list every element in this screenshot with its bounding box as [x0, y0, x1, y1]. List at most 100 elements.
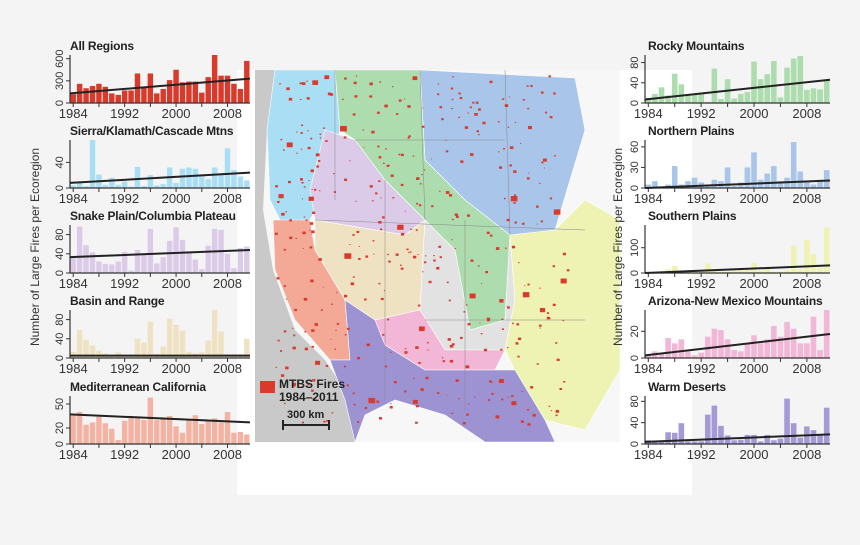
fire-perimeter: [341, 98, 344, 101]
fire-perimeter: [387, 164, 390, 167]
y-tick-label: 40: [629, 77, 641, 89]
bar: [784, 322, 790, 358]
bar: [704, 186, 711, 188]
bar: [751, 61, 757, 103]
fire-perimeter: [305, 219, 308, 221]
fire-perimeter: [392, 197, 395, 199]
fire-perimeter: [549, 116, 553, 119]
fire-perimeter: [509, 146, 514, 150]
bar: [224, 253, 231, 273]
bar: [231, 268, 237, 273]
fire-perimeter: [504, 104, 509, 107]
fire-perimeter: [396, 113, 399, 115]
fire-perimeter: [536, 223, 538, 225]
bar: [757, 270, 764, 273]
fire-perimeter: [424, 255, 427, 257]
fire-perimeter: [423, 261, 427, 264]
fire-perimeter: [449, 359, 454, 363]
bar: [211, 310, 218, 358]
fire-perimeter: [499, 299, 504, 303]
bar: [173, 227, 179, 273]
fire-perimeter: [285, 366, 289, 370]
bar: [784, 270, 790, 273]
bar: [166, 80, 173, 103]
panel-title: Northern Plains: [648, 124, 735, 138]
panel-title: Southern Plains: [648, 209, 737, 223]
fire-perimeter: [514, 194, 517, 196]
fire-perimeter: [383, 290, 386, 292]
fire-perimeter: [310, 137, 313, 140]
fire-perimeter: [427, 349, 429, 351]
fire-perimeter: [376, 111, 380, 114]
fire-perimeter: [527, 107, 530, 110]
bar: [121, 420, 128, 444]
fire-perimeter: [282, 149, 285, 151]
bar: [671, 166, 678, 188]
fire-perimeter: [478, 108, 481, 111]
bar: [186, 420, 192, 444]
trend-line: [69, 413, 251, 424]
fire-perimeter: [446, 394, 448, 396]
bar: [147, 228, 154, 273]
fire-perimeter: [458, 398, 460, 400]
fire-perimeter: [352, 234, 355, 236]
fire-perimeter: [398, 99, 402, 102]
panel-title: Mediterranean California: [70, 380, 206, 394]
fire-perimeter: [319, 137, 322, 139]
y-tick-label: 100: [629, 239, 641, 257]
fire-perimeter: [373, 253, 375, 255]
fire-perimeter: [467, 112, 469, 114]
bar: [76, 182, 83, 188]
fire-perimeter: [527, 125, 532, 130]
fire-perimeter: [459, 336, 463, 339]
y-tick-label: 50: [54, 398, 66, 410]
fire-perimeter: [301, 181, 304, 184]
bar: [121, 181, 128, 188]
fire-perimeter: [462, 422, 466, 425]
fire-perimeter: [426, 341, 429, 344]
bar: [731, 98, 737, 103]
bar: [128, 186, 134, 188]
fire-perimeter: [387, 253, 389, 256]
fire-perimeter: [539, 327, 541, 329]
fire-perimeter: [404, 348, 407, 350]
bar: [678, 339, 685, 358]
fire-perimeter: [390, 351, 392, 353]
legend-years-label: 1984–2011: [279, 390, 339, 404]
fire-perimeter: [556, 358, 560, 361]
fire-perimeter: [483, 348, 488, 352]
bar: [141, 420, 147, 444]
x-tick-label: 2000: [162, 106, 191, 121]
fire-perimeter: [451, 107, 453, 110]
bar: [186, 167, 192, 188]
y-tick-label: 60: [629, 141, 641, 153]
bar: [70, 94, 76, 103]
fire-perimeter: [539, 182, 541, 184]
fire-perimeter: [526, 85, 529, 87]
fire-perimeter: [504, 197, 506, 200]
bar: [109, 356, 115, 358]
fire-perimeter: [278, 194, 284, 199]
bar: [160, 88, 166, 103]
bar: [244, 246, 250, 273]
fire-perimeter: [555, 414, 558, 417]
bar: [645, 97, 652, 103]
fire-perimeter: [324, 75, 330, 80]
x-tick-label: 2000: [740, 361, 769, 376]
bar: [790, 58, 797, 103]
panel-title: Arizona-New Mexico Mountains: [648, 294, 823, 308]
x-tick-label: 2000: [162, 191, 191, 206]
fire-perimeter: [514, 221, 517, 224]
bar: [109, 177, 115, 188]
fire-perimeter: [353, 81, 357, 85]
fire-perimeter: [350, 282, 355, 286]
fire-perimeter: [289, 219, 292, 222]
fire-perimeter: [517, 337, 522, 341]
fire-perimeter: [400, 153, 404, 157]
fire-perimeter: [416, 202, 419, 205]
fire-perimeter: [302, 248, 304, 250]
fire-perimeter: [489, 80, 493, 84]
fire-perimeter: [288, 97, 293, 101]
fire-perimeter: [463, 311, 466, 313]
